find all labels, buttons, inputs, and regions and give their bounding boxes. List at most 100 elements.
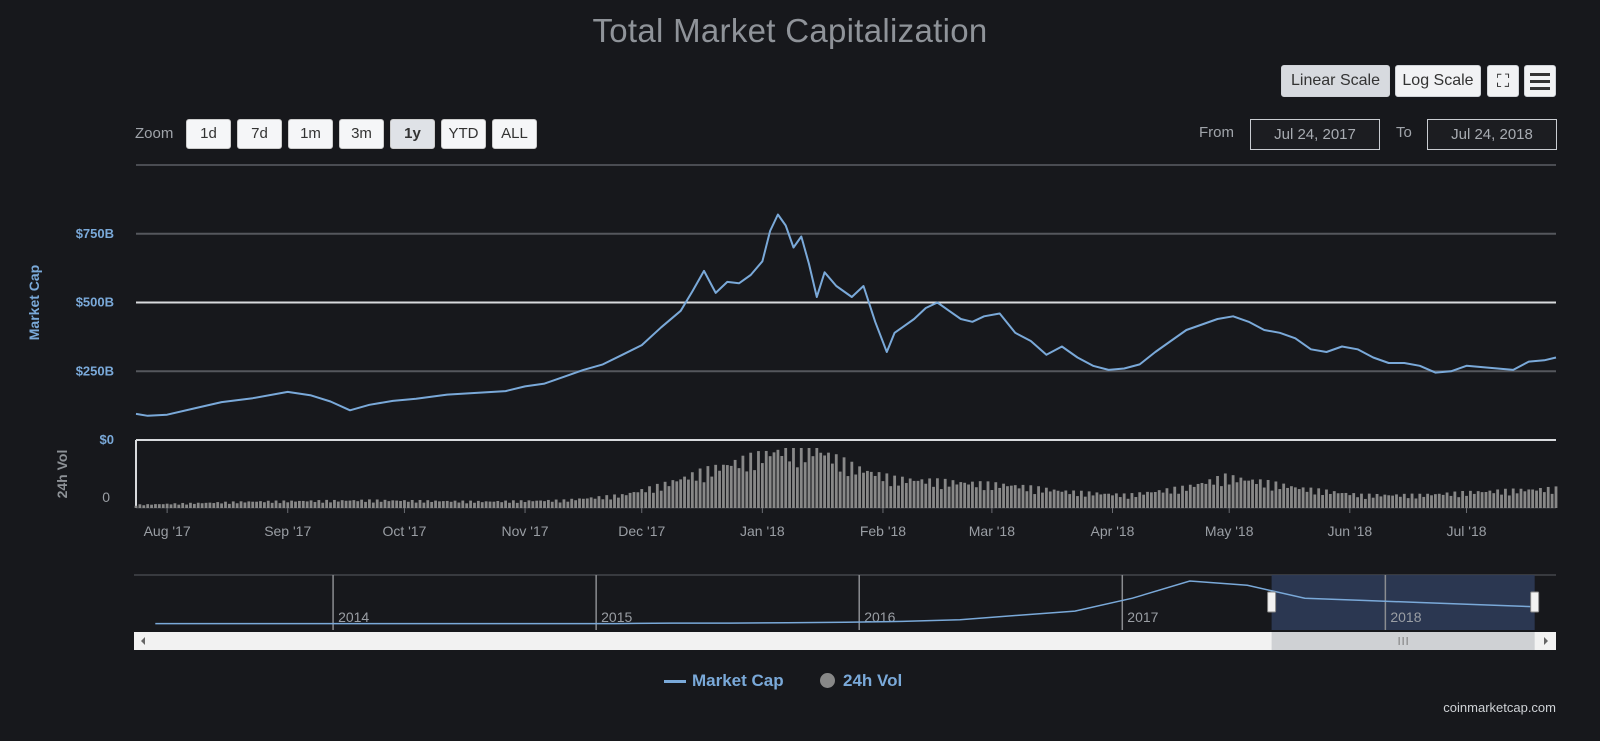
volume-bar [1220, 486, 1223, 508]
volume-bar [1216, 476, 1219, 508]
zoom-all-button[interactable]: ALL [492, 119, 537, 149]
volume-bar [1290, 486, 1293, 508]
scroll-right-arrow-icon[interactable] [1544, 637, 1548, 645]
volume-bar [1146, 491, 1149, 508]
volume-bar [760, 463, 764, 508]
volume-bar [764, 450, 768, 508]
navigator-year-label: 2018 [1390, 609, 1421, 625]
volume-bar [469, 500, 472, 508]
x-tick-label: Oct '17 [382, 523, 426, 539]
volume-bar [1278, 489, 1282, 508]
zoom-1d-button[interactable]: 1d [186, 119, 231, 149]
zoom-1m-button[interactable]: 1m [288, 119, 333, 149]
volume-bar [1009, 485, 1013, 508]
navigator-year-label: 2017 [1127, 609, 1158, 625]
navigator-right-handle[interactable] [1530, 591, 1540, 613]
zoom-3m-button[interactable]: 3m [339, 119, 384, 149]
volume-bar [531, 501, 535, 508]
volume-bar [527, 500, 531, 508]
legend-volume[interactable]: 24h Vol [820, 671, 902, 691]
volume-bar [1006, 486, 1009, 508]
volume-bar [675, 481, 679, 508]
volume-bar [403, 500, 406, 508]
volume-bar [885, 473, 889, 508]
volume-bar [1161, 492, 1165, 508]
volume-bar [652, 492, 655, 508]
volume-bar [539, 500, 543, 508]
volume-bar [1013, 485, 1017, 508]
volume-bar [185, 504, 188, 508]
zoom-ytd-button[interactable]: YTD [441, 119, 486, 149]
volume-bar [776, 449, 780, 508]
volume-bar [1449, 495, 1453, 508]
chart-menu-button[interactable] [1524, 65, 1556, 97]
volume-bar [181, 502, 185, 508]
volume-bar [1149, 492, 1153, 508]
zoom-7d-button[interactable]: 7d [237, 119, 282, 149]
volume-bar [928, 478, 932, 508]
navigator-left-handle[interactable] [1267, 591, 1277, 613]
volume-bar [216, 502, 220, 508]
y-axis-title: Market Cap [26, 265, 42, 340]
volume-bar [204, 502, 208, 508]
volume-bar [1227, 484, 1231, 508]
volume-bar [138, 504, 142, 508]
fullscreen-button[interactable]: ⛶ [1487, 65, 1519, 97]
fullscreen-icon: ⛶ [1496, 71, 1510, 91]
volume-bar [368, 499, 371, 508]
volume-bar [508, 502, 511, 508]
volume-bar [990, 490, 994, 508]
volume-bar [1052, 489, 1056, 508]
volume-bar [947, 486, 951, 508]
navigator-year-label: 2014 [338, 609, 369, 625]
volume-bar [430, 501, 434, 508]
range-to-label: To [1396, 124, 1412, 141]
zoom-1y-button[interactable]: 1y [390, 119, 435, 149]
volume-bar [235, 503, 239, 508]
volume-bar [371, 502, 375, 508]
volume-bar [1130, 493, 1134, 508]
volume-bar [1091, 495, 1095, 508]
volume-bar [1239, 477, 1243, 508]
log-scale-button[interactable]: Log Scale [1395, 65, 1481, 97]
volume-bar [1044, 487, 1048, 508]
volume-bar [741, 455, 745, 508]
volume-bar [1356, 497, 1359, 508]
volume-bar [1430, 495, 1433, 508]
range-to-input[interactable] [1427, 119, 1557, 150]
volume-bar [908, 478, 912, 508]
volume-bar [1017, 488, 1021, 508]
volume-bar [768, 456, 772, 508]
volume-axis-title: 24h Vol [54, 450, 70, 499]
volume-bar [827, 452, 830, 508]
volume-bar [1336, 493, 1340, 508]
volume-bar [364, 501, 367, 508]
volume-bar [718, 470, 721, 508]
volume-bar [422, 502, 426, 508]
linear-scale-button[interactable]: Linear Scale [1281, 65, 1390, 97]
volume-bar [259, 501, 262, 508]
volume-bar [1511, 488, 1515, 508]
volume-bar [1095, 492, 1099, 508]
volume-bar [733, 459, 737, 508]
volume-bar [745, 471, 749, 508]
volume-bar [858, 466, 862, 508]
scroll-left-arrow-icon[interactable] [141, 637, 145, 645]
volume-bar [788, 461, 791, 508]
volume-bar [1546, 486, 1550, 508]
volume-bar [154, 504, 157, 508]
volume-bar [146, 504, 150, 508]
volume-bar [1068, 494, 1072, 508]
volume-bar [391, 500, 395, 508]
volume-bar [1076, 496, 1079, 508]
credits-link[interactable]: coinmarketcap.com [1443, 700, 1556, 715]
volume-bar [1437, 493, 1441, 508]
volume-bar [1029, 485, 1033, 508]
range-from-input[interactable] [1250, 119, 1380, 150]
volume-bar [830, 463, 834, 508]
volume-bar [799, 448, 803, 508]
volume-bar [605, 495, 609, 508]
volume-bar [543, 501, 546, 508]
legend-market-cap[interactable]: Market Cap [664, 671, 784, 691]
volume-bar [644, 492, 648, 508]
